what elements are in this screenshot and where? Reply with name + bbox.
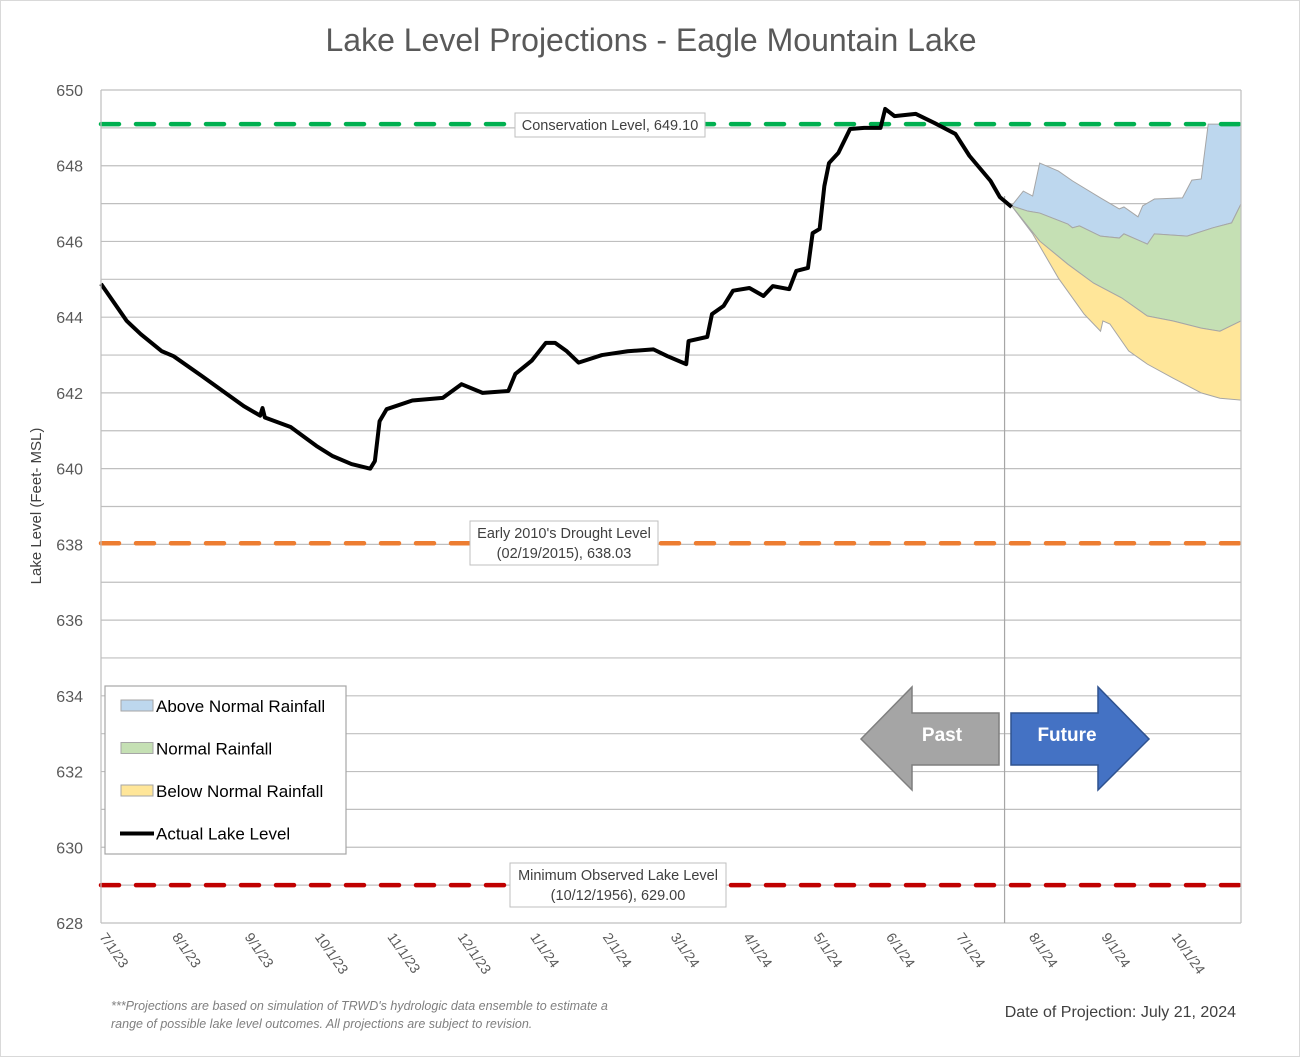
x-tick-label: 3/1/24 [668, 930, 704, 971]
past-arrow-label: Past [922, 725, 963, 746]
actual-lake-level-line [99, 106, 1013, 471]
x-tick-label: 8/1/23 [169, 930, 205, 971]
y-tick-label: 632 [56, 765, 83, 782]
x-tick-label: 4/1/24 [740, 930, 776, 971]
conservation-callout-text: Conservation Level, 649.10 [522, 118, 699, 134]
legend: Above Normal Rainfall Normal Rainfall Belo… [104, 685, 347, 855]
x-tick-label: 10/1/24 [1169, 930, 1209, 978]
legend-swatch [120, 699, 154, 712]
projection-date-note: Date of Projection: July 21, 2024 [1005, 1004, 1236, 1021]
legend-swatch [120, 742, 154, 754]
band-below-normal-rainfall [1011, 205, 1242, 401]
x-tick-label: 7/1/23 [97, 930, 133, 971]
legend-label: Above Normal Rainfall [156, 697, 325, 716]
footnote-line-2: range of possible lake level outcomes. A… [111, 1017, 532, 1031]
legend-swatch [120, 784, 154, 797]
legend-label: Below Normal Rainfall [156, 782, 323, 801]
y-tick-label: 634 [56, 689, 83, 706]
x-tick-label: 11/1/23 [384, 930, 423, 977]
reference-callouts: Conservation Level, 649.10 Early 2010's D… [469, 112, 727, 908]
x-tick-label: 7/1/24 [953, 930, 989, 971]
x-tick-label: 2/1/24 [600, 930, 636, 971]
drought-callout-box [469, 520, 659, 566]
y-tick-label: 646 [56, 234, 83, 251]
past-future-arrows: Past Future [859, 685, 1151, 792]
minimum-callout-box [509, 862, 727, 908]
drought-callout-text: Early 2010's Drought Level [477, 526, 651, 542]
y-tick-label: 630 [56, 840, 83, 857]
past-arrow [859, 685, 1000, 792]
future-arrow-label: Future [1037, 725, 1096, 746]
y-tick-label: 628 [56, 916, 83, 933]
legend-label: Normal Rainfall [156, 740, 272, 759]
x-tick-label: 6/1/24 [883, 930, 919, 971]
legend-box [104, 685, 347, 855]
minimum-callout-text: Minimum Observed Lake Level [518, 868, 718, 884]
y-axis-label: Lake Level (Feet- MSL) [28, 428, 45, 585]
x-tick-label: 12/1/23 [455, 930, 495, 978]
drought-callout-text: (02/19/2015), 638.03 [497, 546, 632, 562]
y-tick-label: 644 [56, 310, 83, 327]
x-tick-label: 1/1/24 [527, 930, 563, 971]
x-tick-label: 9/1/23 [242, 930, 278, 971]
x-tick-label: 5/1/24 [811, 930, 847, 971]
minimum-callout-text: (10/12/1956), 629.00 [551, 888, 686, 904]
footnote-line-1: ***Projections are based on simulation o… [111, 999, 608, 1013]
legend-label: Actual Lake Level [156, 825, 290, 844]
y-tick-label: 638 [56, 537, 83, 554]
actual-series [99, 106, 1013, 471]
y-tick-label: 648 [56, 159, 83, 176]
x-tick-label: 9/1/24 [1098, 930, 1134, 971]
y-tick-label: 636 [56, 613, 83, 630]
x-tick-label: 8/1/24 [1026, 930, 1062, 971]
future-arrow [1010, 685, 1151, 792]
x-tick-label: 10/1/23 [312, 930, 352, 978]
y-tick-label: 650 [56, 83, 83, 100]
y-tick-label: 640 [56, 462, 83, 479]
conservation-callout-box [514, 112, 706, 138]
projection-bands [1010, 123, 1242, 401]
chart-title: Lake Level Projections - Eagle Mountain … [325, 22, 976, 58]
y-tick-label: 642 [56, 386, 83, 403]
